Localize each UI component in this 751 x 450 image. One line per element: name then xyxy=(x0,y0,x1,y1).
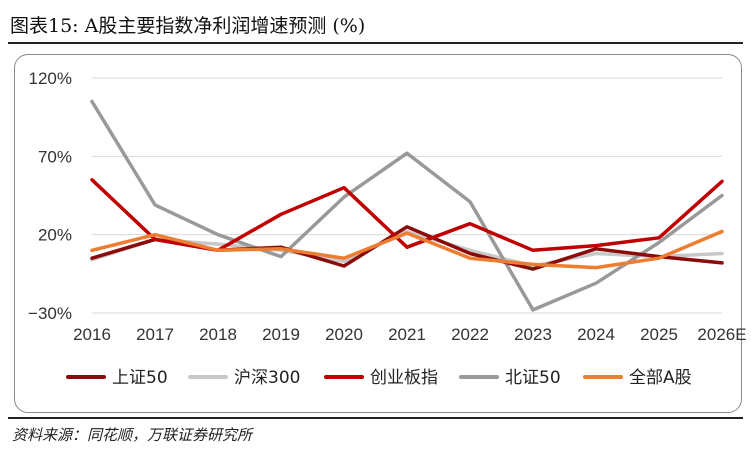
x-tick-label: 2018 xyxy=(199,325,237,344)
x-tick-label: 2025 xyxy=(640,325,678,344)
legend-label: 全部A股 xyxy=(629,368,692,388)
series-line xyxy=(90,178,724,253)
title-divider xyxy=(8,42,743,44)
y-tick-label: 120% xyxy=(29,69,72,88)
chart-frame xyxy=(14,54,742,413)
y-tick-label: 20% xyxy=(38,226,72,245)
x-tick-label: 2019 xyxy=(262,325,300,344)
source-note: 资料来源：同花顺，万联证券研究所 xyxy=(12,426,253,444)
x-tick-label: 2020 xyxy=(325,325,363,344)
footer-divider xyxy=(8,417,743,419)
y-tick-label: 70% xyxy=(38,147,72,166)
legend-label: 北证50 xyxy=(505,368,561,388)
series-line xyxy=(90,229,724,270)
legend-label: 上证50 xyxy=(112,368,168,388)
title-bar: 图表15: A股主要指数净利润增速预测 (%) xyxy=(0,0,751,44)
x-tick-label: 2021 xyxy=(388,325,426,344)
x-tick-label: 2016 xyxy=(73,325,111,344)
x-tick-label: 2023 xyxy=(514,325,552,344)
legend-label: 沪深300 xyxy=(234,368,300,388)
x-tick-label: 2024 xyxy=(577,325,615,344)
series-line xyxy=(90,99,724,312)
page-title: 图表15: A股主要指数净利润增速预测 (%) xyxy=(10,15,366,37)
x-tick-label: 2026E xyxy=(697,325,746,344)
x-tick-label: 2017 xyxy=(136,325,174,344)
y-tick-label: −30% xyxy=(28,304,72,323)
x-tick-label: 2022 xyxy=(451,325,489,344)
legend-label: 创业板指 xyxy=(370,368,438,388)
